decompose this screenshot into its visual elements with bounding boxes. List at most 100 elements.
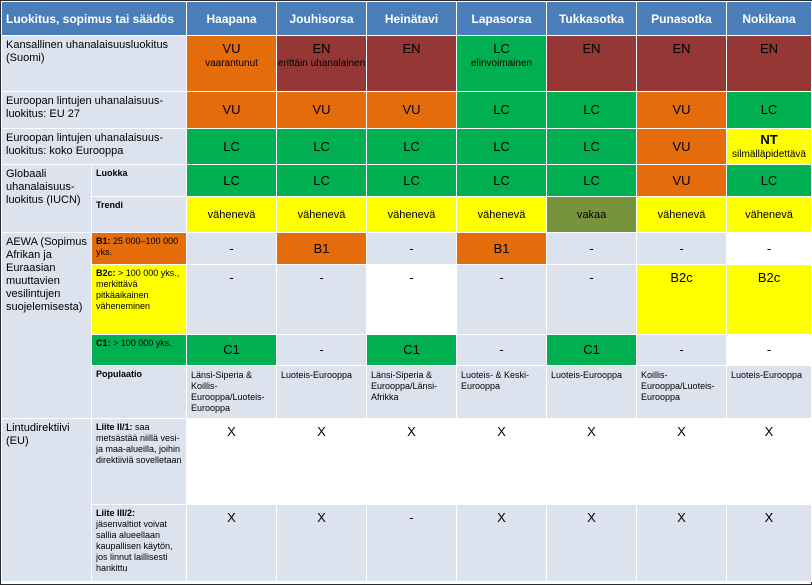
national-cell: EN — [366, 35, 458, 92]
status-code: EN — [312, 41, 331, 56]
aewa-b2c-cell: B2c — [726, 264, 812, 335]
sub-label-desc: 25 000–100 000 yks. — [96, 236, 179, 257]
row-label-europe: Euroopan lintujen uhanalaisuus-luokitus:… — [0, 128, 188, 165]
sub-label-code: C1: — [96, 338, 111, 348]
eu27-cell: VU — [276, 91, 368, 129]
row-iucn-trend: Trendi vähenevä vähenevä vähenevä vähene… — [2, 196, 812, 233]
population-cell: Länsi-Siperia & Koillis-Eurooppa/Luoteis… — [186, 365, 278, 419]
status-code: EN — [402, 41, 421, 56]
row-birds-annex2: Lintudirektiivi (EU) Liite II/1: saa met… — [1, 418, 812, 582]
sub-label-desc: saa metsästää niillä vesi- ja maa-alueil… — [96, 422, 182, 465]
row-national: Kansallinen uhanalaisuusluokitus (Suomi)… — [0, 35, 812, 92]
aewa-c1-cell: C1 — [186, 334, 278, 366]
sub-label-annex2: Liite II/1: saa metsästää niillä vesi- j… — [90, 418, 188, 505]
population-cell: Luoteis-Eurooppa — [276, 365, 368, 419]
species-nokikana: Nokikana — [726, 1, 812, 36]
row-label-eu27: Euroopan lintujen uhanalaisuus-luokitus:… — [0, 91, 188, 129]
aewa-c1-cell: C1 — [366, 334, 458, 366]
national-cell: EN — [636, 35, 728, 92]
aewa-b2c-cell: - — [546, 264, 638, 335]
row-europe: Euroopan lintujen uhanalaisuus-luokitus:… — [0, 128, 812, 165]
eu27-cell: VU — [366, 91, 458, 129]
aewa-b2c-cell: - — [276, 264, 368, 335]
iucn-trend-cell: vähenevä — [366, 196, 458, 233]
row-aewa-b1: AEWA (Sopimus Afrikan ja Euraasian muutt… — [1, 232, 812, 419]
species-tukkasotka: Tukkasotka — [546, 1, 638, 36]
sub-label-desc: jäsenvaltiot voivat sallia alueellaan ka… — [96, 519, 173, 573]
species-lapasorsa: Lapasorsa — [456, 1, 548, 36]
population-cell: Länsi-Siperia & Eurooppa/Länsi-Afrikka — [366, 365, 458, 419]
iucn-class-cell: LC — [546, 164, 638, 197]
sub-label-code: B2c: — [96, 268, 116, 278]
annex3-cell: X — [546, 504, 638, 582]
status-note: silmälläpidettävä — [732, 149, 806, 160]
sub-label-trend: Trendi — [90, 196, 188, 233]
annex2-cell: X — [726, 418, 812, 505]
row-iucn-class: Globaali uhanalaisuus-luokitus (IUCN) Lu… — [1, 164, 812, 233]
annex3-cell: X — [636, 504, 728, 582]
europe-cell: LC — [456, 128, 548, 165]
row-eu27: Euroopan lintujen uhanalaisuus-luokitus:… — [0, 91, 812, 129]
annex3-cell: - — [366, 504, 458, 582]
population-cell: Luoteis- & Keski-Eurooppa — [456, 365, 548, 419]
status-code: LC — [493, 41, 510, 56]
sub-label-annex3: Liite III/2: jäsenvaltiot voivat sallia … — [90, 504, 188, 582]
annex2-cell: X — [546, 418, 638, 505]
iucn-class-cell: VU — [636, 164, 728, 197]
row-label-birds-directive: Lintudirektiivi (EU) — [1, 418, 92, 582]
national-cell: EN — [546, 35, 638, 92]
sub-label-code: Liite II/1: — [96, 422, 133, 432]
status-code: VU — [222, 41, 241, 56]
annex3-cell: X — [456, 504, 548, 582]
aewa-b2c-cell: - — [366, 264, 458, 335]
status-note: elinvoimainen — [470, 58, 533, 69]
eu27-cell: VU — [636, 91, 728, 129]
annex3-cell: X — [276, 504, 368, 582]
row-label-national: Kansallinen uhanalaisuusluokitus (Suomi) — [0, 35, 188, 92]
aewa-b1-cell: - — [366, 232, 458, 265]
status-code: EN — [672, 41, 691, 56]
annex2-cell: X — [456, 418, 548, 505]
national-cell: EN erittäin uhanalainen — [276, 35, 368, 92]
sub-label-code: Liite III/2: — [96, 508, 136, 518]
aewa-b1-cell: - — [636, 232, 728, 265]
status-code: NT — [760, 132, 778, 147]
status-code: EN — [759, 41, 779, 56]
header-row: Luokitus, sopimus tai säädös Haapana Jou… — [0, 1, 812, 36]
aewa-b1-cell: - — [186, 232, 278, 265]
row-label-iucn: Globaali uhanalaisuus-luokitus (IUCN) — [1, 164, 92, 233]
sub-label-c1: C1: > 100 000 yks. — [90, 334, 188, 366]
eu27-cell: LC — [546, 91, 638, 129]
europe-cell: LC — [546, 128, 638, 165]
sub-label-population: Populaatio — [90, 365, 188, 419]
aewa-b2c-cell: B2c — [636, 264, 728, 335]
annex3-cell: X — [186, 504, 278, 582]
national-cell: EN — [726, 35, 812, 92]
species-jouhisorsa: Jouhisorsa — [276, 1, 368, 36]
iucn-trend-cell: vähenevä — [186, 196, 278, 233]
aewa-c1-cell: - — [456, 334, 548, 366]
annex2-cell: X — [276, 418, 368, 505]
iucn-class-cell: LC — [726, 164, 812, 197]
sub-label-code: B1: — [96, 236, 111, 246]
aewa-c1-cell: C1 — [546, 334, 638, 366]
row-aewa-c1: C1: > 100 000 yks. C1 - C1 - C1 - - — [2, 334, 812, 366]
iucn-trend-cell: vähenevä — [636, 196, 728, 233]
annex2-cell: X — [186, 418, 278, 505]
eu27-cell: VU — [186, 91, 278, 129]
iucn-class-cell: LC — [456, 164, 548, 197]
national-cell: VU vaarantunut — [186, 35, 278, 92]
status-note: vaarantunut — [205, 58, 258, 69]
iucn-class-cell: LC — [366, 164, 458, 197]
row-aewa-b2c: B2c: > 100 000 yks., merkittävä pitkäaik… — [2, 264, 812, 335]
aewa-c1-cell: - — [726, 334, 812, 366]
sub-label-desc: > 100 000 yks. — [110, 338, 172, 348]
eu27-cell: LC — [456, 91, 548, 129]
status-code: EN — [582, 41, 601, 56]
aewa-c1-cell: - — [276, 334, 368, 366]
iucn-trend-cell: vähenevä — [456, 196, 548, 233]
aewa-b1-cell: B1 — [456, 232, 548, 265]
europe-cell: LC — [276, 128, 368, 165]
annex2-cell: X — [366, 418, 458, 505]
europe-cell: LC — [366, 128, 458, 165]
